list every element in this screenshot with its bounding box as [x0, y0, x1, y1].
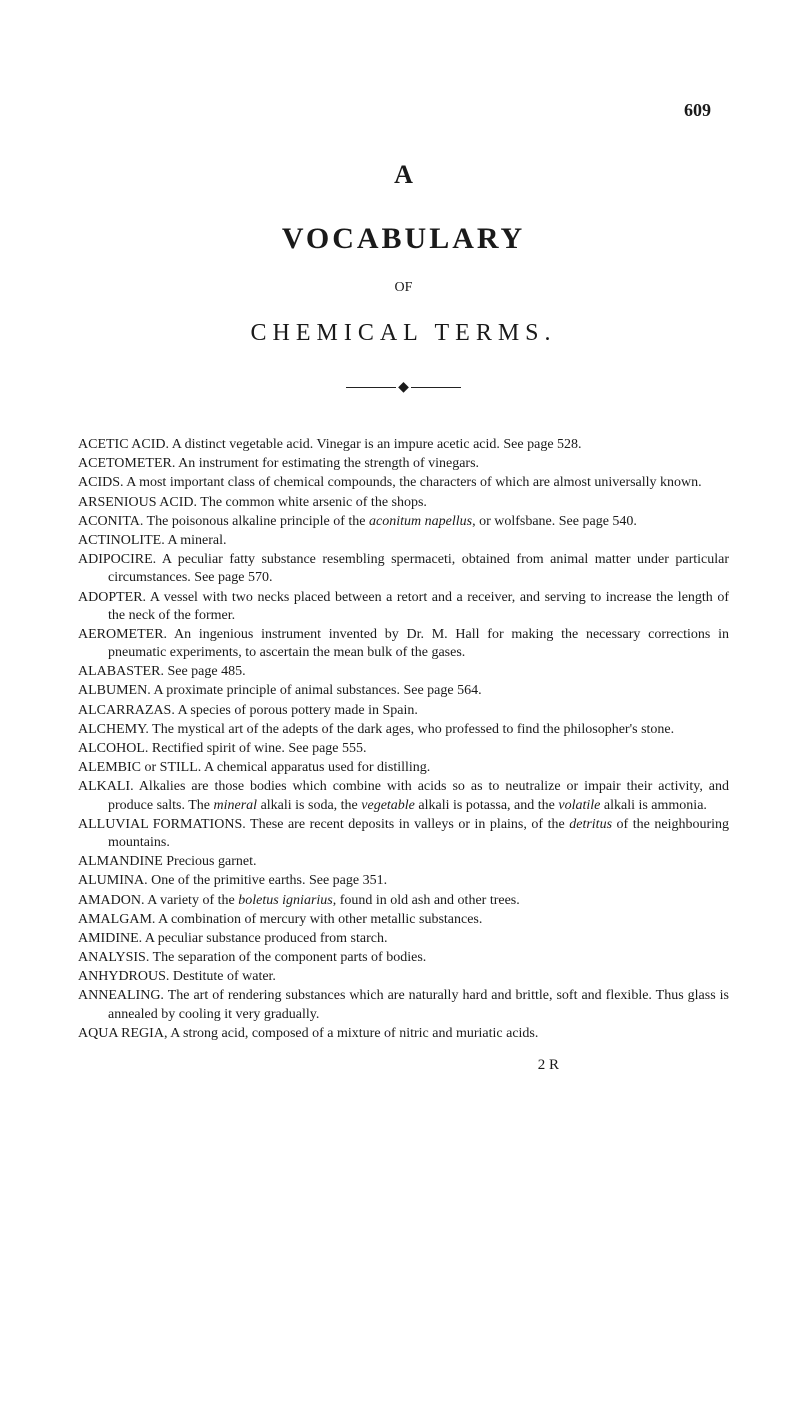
- entry-definition: A most important class of chemical compo…: [126, 475, 701, 490]
- entry-term: ALLUVIAL FORMATIONS.: [78, 817, 246, 832]
- entry-definition: A mineral.: [167, 533, 226, 548]
- entry-definition: One of the primitive earths. See page 35…: [151, 873, 387, 888]
- entry-definition-italic: detritus: [569, 817, 612, 832]
- main-title: VOCABULARY: [78, 222, 729, 256]
- entry-definition: The art of rendering substances which ar…: [108, 988, 729, 1021]
- entry-definition-italic: boletus igniarius: [238, 893, 333, 908]
- entry-term: ALBUMEN.: [78, 683, 151, 698]
- page-signature: 2 R: [78, 1057, 729, 1074]
- vocabulary-entry: AMIDINE. A peculiar substance produced f…: [78, 930, 729, 948]
- vocabulary-entry: ACETOMETER. An instrument for estimating…: [78, 455, 729, 473]
- vocabulary-entry: ALKALI. Alkalies are those bodies which …: [78, 778, 729, 814]
- vocabulary-entry: ALBUMEN. A proximate principle of animal…: [78, 682, 729, 700]
- entry-definition: The mystical art of the adepts of the da…: [152, 722, 674, 737]
- entry-term: ALKALI.: [78, 779, 134, 794]
- entry-term: AMALGAM.: [78, 912, 155, 927]
- entry-definition-italic: volatile: [558, 798, 600, 813]
- vocabulary-entry: ALABASTER. See page 485.: [78, 663, 729, 681]
- page-number: 609: [684, 100, 711, 121]
- entry-definition-text: These are recent deposits in valleys or …: [250, 817, 569, 832]
- entry-definition: Precious garnet.: [166, 854, 256, 869]
- vocabulary-entry: ALMANDINE Precious garnet.: [78, 853, 729, 871]
- entry-term: ALCHEMY.: [78, 722, 149, 737]
- entry-definition: See page 485.: [167, 664, 245, 679]
- vocabulary-entry: ALUMINA. One of the primitive earths. Se…: [78, 872, 729, 890]
- vocabulary-entry: AQUA REGIA, A strong acid, composed of a…: [78, 1025, 729, 1043]
- vocabulary-entry: ADIPOCIRE. A peculiar fatty substance re…: [78, 551, 729, 587]
- entry-term: ADIPOCIRE.: [78, 552, 156, 567]
- entry-term: ACIDS.: [78, 475, 124, 490]
- entry-definition-italic: vegetable: [361, 798, 415, 813]
- entry-definition: Rectified spirit of wine. See page 555.: [152, 741, 367, 756]
- vocabulary-entries: ACETIC ACID. A distinct vegetable acid. …: [78, 436, 729, 1043]
- subtitle: CHEMICAL TERMS.: [78, 320, 729, 347]
- vocabulary-entry: ANHYDROUS. Destitute of water.: [78, 968, 729, 986]
- entry-term: ACTINOLITE.: [78, 533, 165, 548]
- entry-term: ACETIC ACID.: [78, 437, 169, 452]
- vocabulary-entry: ALCARRAZAS. A species of porous pottery …: [78, 702, 729, 720]
- vocabulary-entry: ANALYSIS. The separation of the componen…: [78, 949, 729, 967]
- entry-definition: A distinct vegetable acid. Vinegar is an…: [172, 437, 582, 452]
- vocabulary-entry: ALCOHOL. Rectified spirit of wine. See p…: [78, 740, 729, 758]
- vocabulary-entry: ADOPTER. A vessel with two necks placed …: [78, 589, 729, 625]
- entry-definition: A strong acid, composed of a mixture of …: [170, 1026, 538, 1041]
- entry-definition: A peculiar substance produced from starc…: [145, 931, 388, 946]
- entry-definition: The separation of the component parts of…: [153, 950, 427, 965]
- entry-definition: A vessel with two necks placed between a…: [108, 590, 729, 623]
- vocabulary-entry: ALEMBIC or STILL. A chemical apparatus u…: [78, 759, 729, 777]
- entry-definition-text: A variety of the: [147, 893, 238, 908]
- entry-term: ALEMBIC or STILL.: [78, 760, 201, 775]
- entry-term: ANHYDROUS.: [78, 969, 169, 984]
- entry-term: AEROMETER.: [78, 627, 167, 642]
- entry-term: ALCOHOL.: [78, 741, 148, 756]
- entry-term: ANNEALING.: [78, 988, 164, 1003]
- entry-definition: The common white arsenic of the shops.: [200, 495, 427, 510]
- entry-definition: A peculiar fatty substance resembling sp…: [108, 552, 729, 585]
- vocabulary-entry: AMADON. A variety of the boletus igniari…: [78, 892, 729, 910]
- entry-definition-text: alkali is potassa, and the: [415, 798, 558, 813]
- entry-term: ALABASTER.: [78, 664, 164, 679]
- entry-term: ARSENIOUS ACID.: [78, 495, 197, 510]
- entry-definition-text: The poisonous alkaline principle of the: [147, 514, 369, 529]
- entry-definition: A proximate principle of animal substanc…: [153, 683, 481, 698]
- vocabulary-entry: AMALGAM. A combination of mercury with o…: [78, 911, 729, 929]
- vocabulary-entry: ACTINOLITE. A mineral.: [78, 532, 729, 550]
- entry-definition-text: alkali is ammonia.: [600, 798, 707, 813]
- vocabulary-entry: ACIDS. A most important class of chemica…: [78, 474, 729, 492]
- entry-term: ALCARRAZAS.: [78, 703, 175, 718]
- vocabulary-entry: AEROMETER. An ingenious instrument inven…: [78, 626, 729, 662]
- entry-term: AMIDINE.: [78, 931, 142, 946]
- vocabulary-entry: ACETIC ACID. A distinct vegetable acid. …: [78, 436, 729, 454]
- entry-definition: A species of porous pottery made in Spai…: [178, 703, 418, 718]
- entry-definition: An instrument for estimating the strengt…: [178, 456, 479, 471]
- entry-term: ALMANDINE: [78, 854, 163, 869]
- or-text: OF: [78, 280, 729, 296]
- vocabulary-entry: ALLUVIAL FORMATIONS. These are recent de…: [78, 816, 729, 852]
- divider-line-right: [411, 387, 461, 388]
- entry-definition: A chemical apparatus used for distilling…: [204, 760, 430, 775]
- section-divider: ◆: [78, 379, 729, 396]
- entry-term: ALUMINA.: [78, 873, 148, 888]
- divider-line-left: [346, 387, 396, 388]
- entry-definition: An ingenious instrument invented by Dr. …: [108, 627, 729, 660]
- entry-term: AQUA REGIA,: [78, 1026, 167, 1041]
- vocabulary-entry: ANNEALING. The art of rendering substanc…: [78, 987, 729, 1023]
- entry-definition: A combination of mercury with other meta…: [158, 912, 482, 927]
- letter-heading: A: [78, 160, 729, 190]
- entry-term: AMADON.: [78, 893, 145, 908]
- vocabulary-entry: ARSENIOUS ACID. The common white arsenic…: [78, 494, 729, 512]
- vocabulary-entry: ACONITA. The poisonous alkaline principl…: [78, 513, 729, 531]
- entry-definition-italic: aconitum napellus: [369, 514, 472, 529]
- entry-definition: Destitute of water.: [173, 969, 276, 984]
- entry-definition-text: , or wolfsbane. See page 540.: [472, 514, 637, 529]
- vocabulary-entry: ALCHEMY. The mystical art of the adepts …: [78, 721, 729, 739]
- entry-term: ADOPTER.: [78, 590, 146, 605]
- entry-definition-text: alkali is soda, the: [257, 798, 361, 813]
- entry-term: ACETOMETER.: [78, 456, 175, 471]
- entry-definition-italic: mineral: [214, 798, 258, 813]
- entry-definition-text: , found in old ash and other trees.: [333, 893, 520, 908]
- entry-term: ANALYSIS.: [78, 950, 149, 965]
- divider-diamond-icon: ◆: [398, 379, 409, 396]
- entry-term: ACONITA.: [78, 514, 143, 529]
